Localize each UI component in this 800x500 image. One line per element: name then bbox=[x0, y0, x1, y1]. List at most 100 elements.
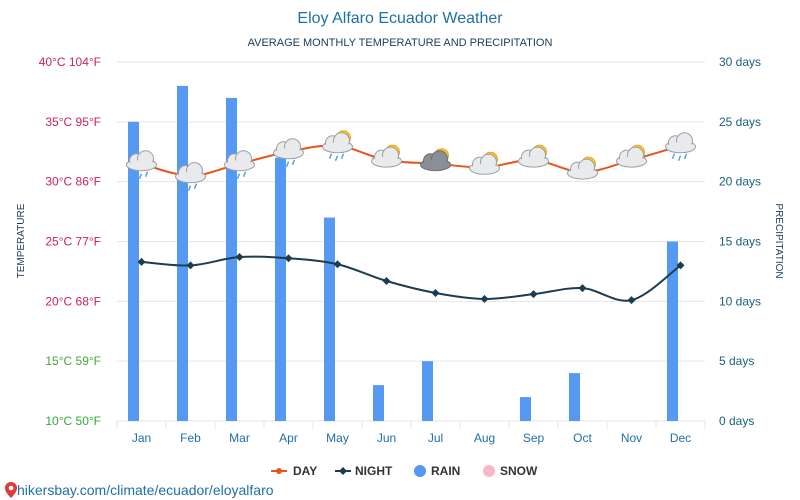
night-point bbox=[137, 257, 146, 266]
raindrop bbox=[193, 183, 198, 189]
x-axis-labels: Jan Feb Mar Apr May Jun Jul Aug Sep Oct Nov Dec bbox=[132, 431, 691, 445]
day-line bbox=[138, 142, 684, 179]
raindrops bbox=[328, 153, 345, 162]
sun-cloud-rain-icon bbox=[322, 130, 353, 162]
raindrop bbox=[334, 155, 339, 162]
night-point bbox=[235, 253, 244, 262]
legend: DAY NIGHT RAIN SNOW bbox=[271, 464, 538, 478]
cloud-part bbox=[373, 156, 400, 166]
cloud-shape bbox=[567, 158, 598, 180]
y-left-tick-label: 25°C 77°F bbox=[45, 235, 101, 249]
y-right-tick-label: 30 days bbox=[719, 55, 761, 69]
x-tick-label: Nov bbox=[621, 431, 642, 445]
legend-item-rain[interactable]: RAIN bbox=[414, 464, 460, 478]
sun-cloud-icon bbox=[616, 144, 647, 168]
cloud-rain-icon bbox=[273, 138, 304, 168]
rain-bar bbox=[226, 97, 237, 422]
x-tick-label: Apr bbox=[279, 431, 298, 445]
sun-cloud-icon bbox=[567, 156, 598, 180]
x-tick-label: Jul bbox=[428, 431, 443, 445]
left-axis-ticks: 10°C 50°F 15°C 59°F 20°C 68°F 25°C 77°F 30°C… bbox=[39, 55, 101, 428]
legend-snow-marker bbox=[483, 465, 495, 477]
x-tick-label: Sep bbox=[523, 431, 545, 445]
raindrop bbox=[132, 171, 137, 177]
chart-subtitle: AVERAGE MONTHLY TEMPERATURE AND PRECIPIT… bbox=[248, 37, 553, 49]
cloud-rain-icon bbox=[126, 150, 157, 179]
y-left-axis-label: TEMPERATURE bbox=[16, 203, 27, 278]
raindrop bbox=[181, 183, 186, 189]
raindrop bbox=[236, 173, 241, 179]
cloud-shape bbox=[371, 146, 402, 168]
x-tick-label: Aug bbox=[474, 431, 495, 445]
raindrop bbox=[285, 161, 290, 168]
rain-bar bbox=[128, 121, 139, 421]
night-point bbox=[382, 276, 391, 285]
rain-bar bbox=[275, 157, 286, 421]
x-tick-label: Jun bbox=[377, 431, 396, 445]
legend-rain-marker bbox=[414, 465, 426, 477]
cloud-rain-icon bbox=[224, 150, 255, 179]
cloud-shape bbox=[469, 153, 500, 175]
raindrop bbox=[328, 153, 333, 160]
sun-dark-cloud-icon bbox=[420, 148, 451, 172]
cloud-shape bbox=[518, 146, 549, 168]
grid-layer bbox=[116, 61, 706, 429]
cloud-part bbox=[569, 168, 596, 178]
y-right-tick-label: 25 days bbox=[719, 115, 761, 129]
y-right-axis-label: PRECIPITATION bbox=[773, 203, 784, 278]
legend-snow-label: SNOW bbox=[500, 464, 538, 478]
x-tick-label: Feb bbox=[180, 431, 201, 445]
legend-item-snow[interactable]: SNOW bbox=[483, 464, 538, 478]
cloud-shape bbox=[273, 138, 304, 160]
x-tick-label: Jan bbox=[132, 431, 151, 445]
rain-bar bbox=[667, 241, 678, 421]
raindrop bbox=[671, 153, 676, 160]
cloud-part bbox=[275, 148, 302, 158]
cloud-shape bbox=[224, 150, 255, 172]
raindrop bbox=[340, 153, 345, 160]
raindrops bbox=[279, 159, 296, 168]
sun-cloud-icon bbox=[518, 144, 549, 168]
cloud-part bbox=[618, 156, 645, 166]
raindrop bbox=[230, 171, 235, 177]
y-left-tick-label: 35°C 95°F bbox=[45, 115, 101, 129]
cloud-part bbox=[667, 142, 694, 152]
night-point bbox=[186, 261, 195, 270]
cloud-rain-icon bbox=[175, 162, 206, 191]
x-tick-label: Mar bbox=[229, 431, 250, 445]
night-line-path bbox=[141, 255, 682, 302]
cloud-part bbox=[520, 156, 547, 166]
x-tick-label: Dec bbox=[670, 431, 691, 445]
raindrops bbox=[181, 183, 198, 191]
cloud-part bbox=[128, 160, 155, 170]
y-right-tick-label: 0 days bbox=[719, 414, 754, 428]
raindrop bbox=[242, 171, 247, 177]
raindrop bbox=[683, 153, 688, 160]
cloud-part bbox=[324, 142, 351, 152]
raindrop bbox=[187, 185, 192, 191]
legend-item-night[interactable]: NIGHT bbox=[335, 464, 393, 478]
legend-item-day[interactable]: DAY bbox=[271, 464, 317, 478]
right-axis-ticks: 0 days 5 days 10 days 15 days 20 days 25 days… bbox=[719, 55, 761, 428]
legend-night-label: NIGHT bbox=[355, 464, 393, 478]
rain-bar bbox=[373, 385, 384, 421]
y-left-tick-label: 10°C 50°F bbox=[45, 414, 101, 428]
raindrop bbox=[677, 155, 682, 162]
cloud-part bbox=[471, 163, 498, 173]
raindrops bbox=[671, 153, 688, 162]
night-point bbox=[480, 294, 489, 303]
y-left-tick-label: 15°C 59°F bbox=[45, 354, 101, 368]
footer-url[interactable]: hikersbay.com/climate/ecuador/eloyalfaro bbox=[17, 482, 274, 498]
footer-link[interactable]: hikersbay.com/climate/ecuador/eloyalfaro bbox=[5, 482, 274, 498]
day-line-path bbox=[141, 144, 681, 177]
cloud-rain-icon bbox=[665, 132, 696, 162]
y-right-tick-label: 5 days bbox=[719, 354, 754, 368]
rain-bar bbox=[177, 85, 188, 421]
cloud-part bbox=[422, 160, 449, 170]
x-tick-label: May bbox=[326, 431, 349, 445]
cloud-shape bbox=[665, 132, 696, 154]
raindrop bbox=[144, 171, 149, 177]
cloud-shape bbox=[420, 150, 451, 172]
